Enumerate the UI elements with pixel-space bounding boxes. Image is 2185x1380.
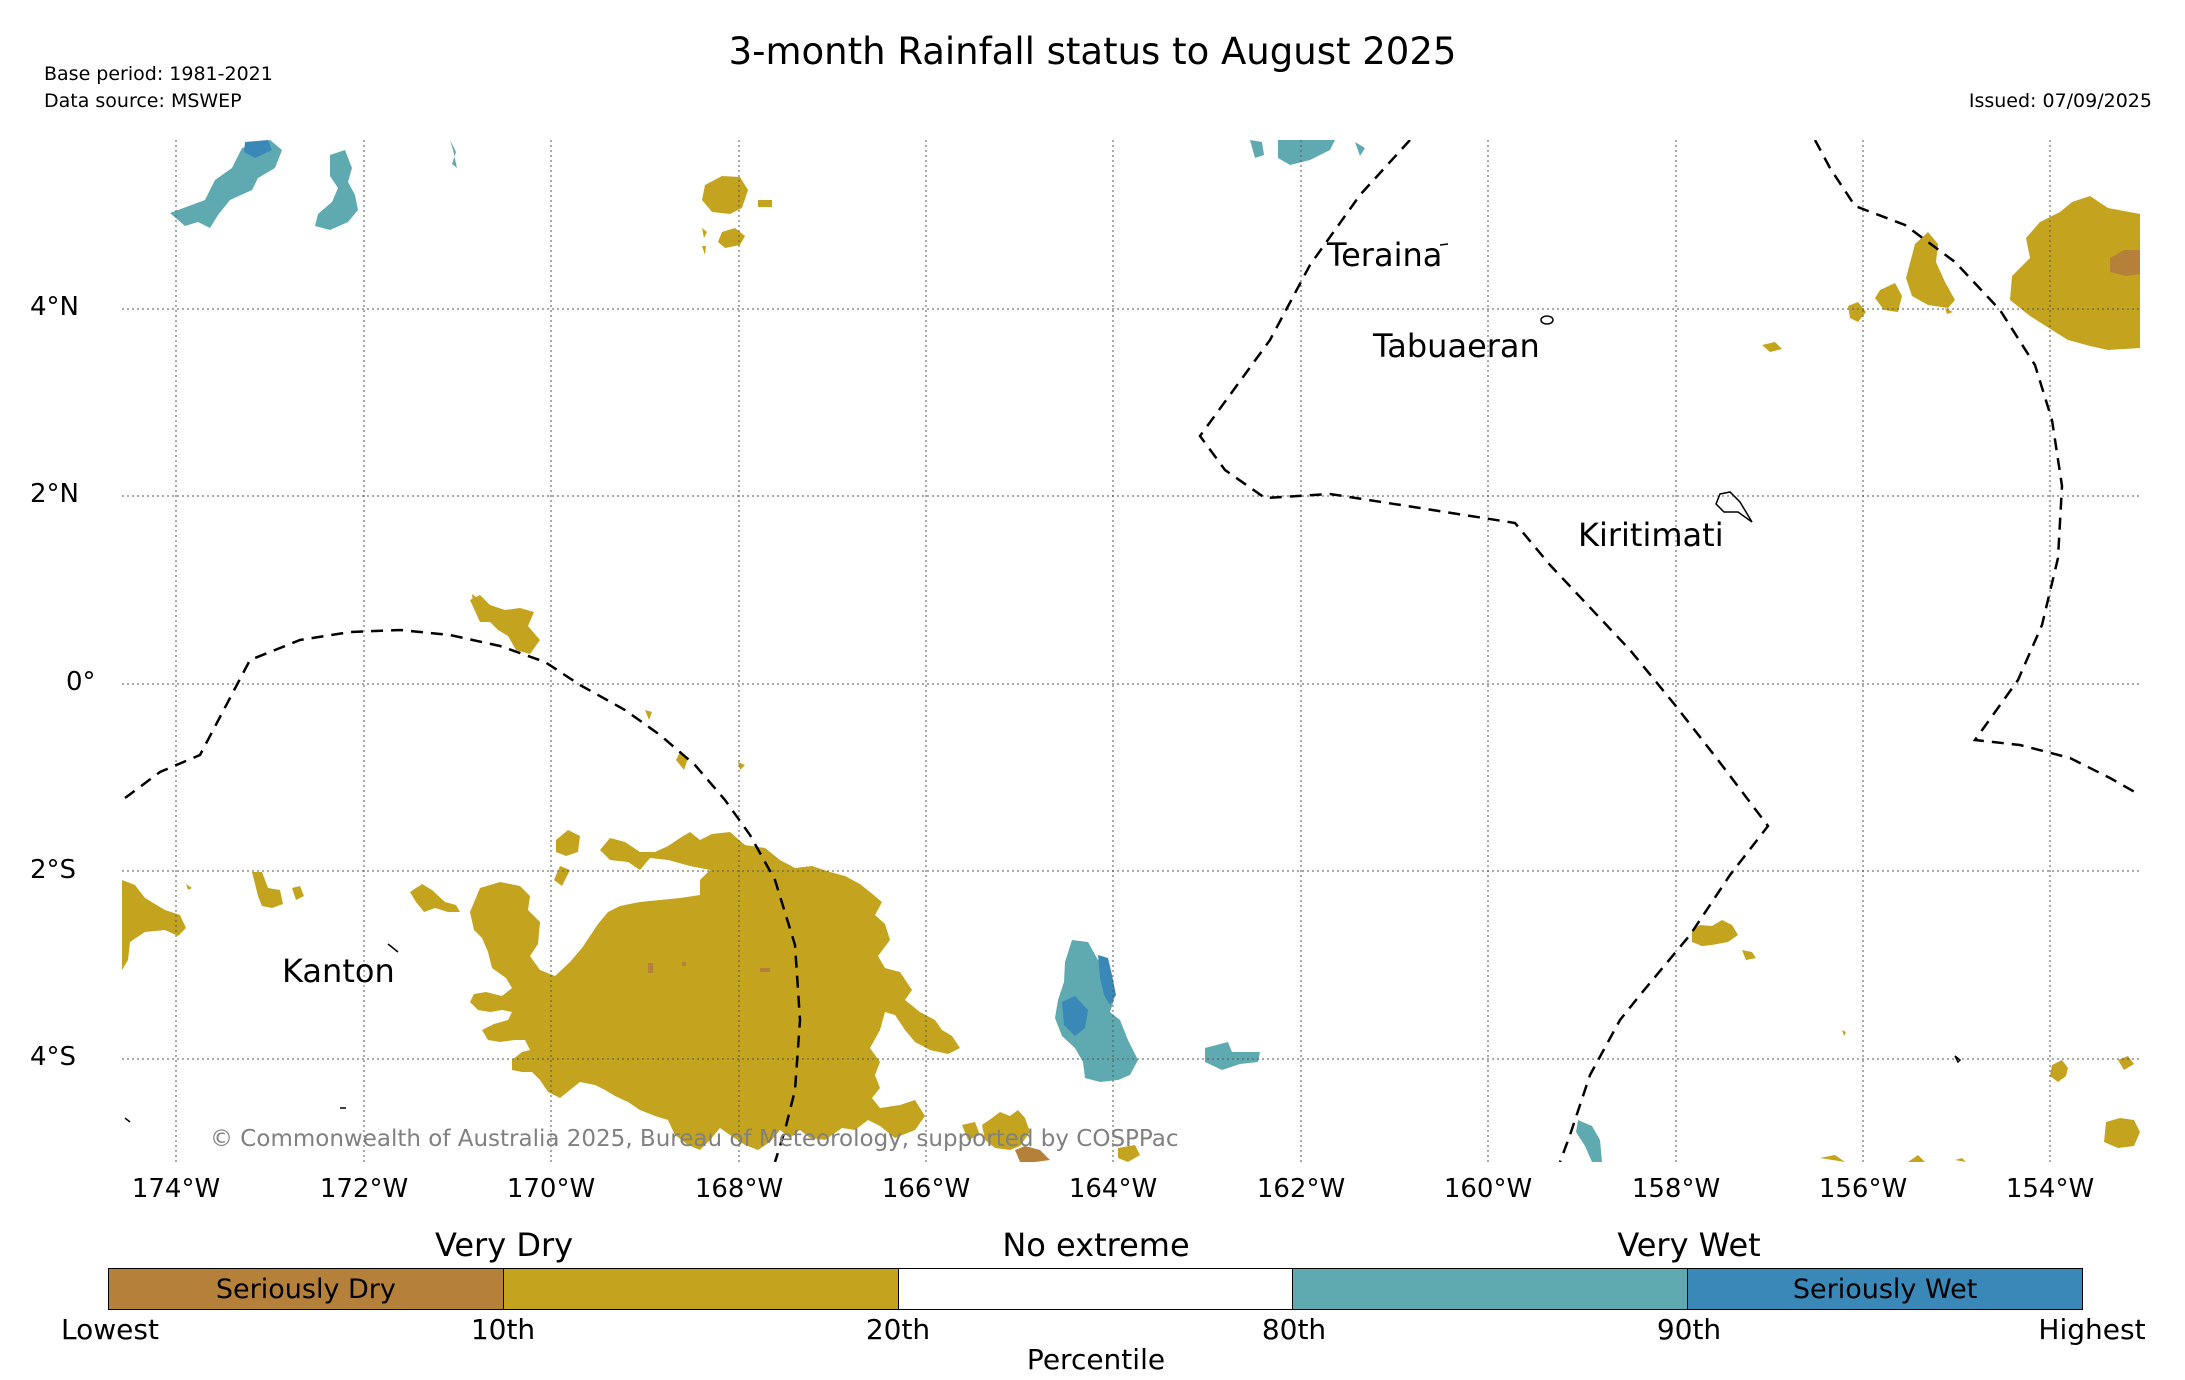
legend-segment-very-wet [1293, 1269, 1689, 1309]
legend-category-no-extreme: No extreme [1002, 1226, 1190, 1264]
lat-tick-2s: 2°S [30, 855, 77, 885]
lat-tick-2n: 2°N [30, 479, 79, 509]
seriously-wet-regions [244, 140, 1116, 1036]
map-grid [122, 140, 2140, 1162]
very-dry-regions [122, 176, 2140, 1162]
lon-tick-170w: 170°W [506, 1174, 596, 1204]
percentile-label-80th: 80th [1261, 1313, 1327, 1346]
lon-tick-160w: 160°W [1443, 1174, 1533, 1204]
place-label-teraina: Teraina [1327, 236, 1443, 274]
percentile-label-20th: 20th [865, 1313, 931, 1346]
percentile-label-highest: Highest [2038, 1313, 2146, 1346]
place-label-kiritimati: Kiritimati [1578, 516, 1724, 554]
lon-tick-174w: 174°W [131, 1174, 221, 1204]
place-label-kanton: Kanton [282, 952, 395, 990]
lon-tick-156w: 156°W [1818, 1174, 1908, 1204]
percentile-label-lowest: Lowest [61, 1313, 159, 1346]
base-period: Base period: 1981-2021 [44, 63, 273, 85]
legend-colorbar: Seriously Dry Seriously Wet [108, 1268, 2083, 1310]
legend-segment-seriously-dry: Seriously Dry [109, 1269, 504, 1309]
lat-tick-4s: 4°S [30, 1042, 77, 1072]
lat-tick-0: 0° [66, 667, 96, 697]
legend-segment-no-extreme [898, 1269, 1294, 1309]
map-title: 3-month Rainfall status to August 2025 [728, 30, 1457, 73]
lon-tick-154w: 154°W [2005, 1174, 2095, 1204]
lat-tick-4n: 4°N [30, 292, 79, 322]
data-source: Data source: MSWEP [44, 90, 242, 112]
lon-tick-164w: 164°W [1068, 1174, 1158, 1204]
legend-category-very-wet: Very Wet [1617, 1226, 1761, 1264]
percentile-label-90th: 90th [1656, 1313, 1722, 1346]
legend-segment-very-dry [503, 1269, 899, 1309]
lon-tick-172w: 172°W [319, 1174, 409, 1204]
copyright-notice: © Commonwealth of Australia 2025, Bureau… [210, 1126, 1179, 1152]
place-label-tabuaeran: Tabuaeran [1373, 327, 1540, 365]
eez-boundaries [124, 140, 2140, 1162]
lon-tick-162w: 162°W [1256, 1174, 1346, 1204]
issued-date: Issued: 07/09/2025 [1968, 90, 2152, 112]
percentile-label-10th: 10th [470, 1313, 536, 1346]
lon-tick-168w: 168°W [694, 1174, 784, 1204]
very-wet-regions [170, 140, 1602, 1162]
island-coastlines [124, 243, 1962, 1123]
legend-segment-seriously-wet: Seriously Wet [1688, 1269, 2082, 1309]
lon-tick-166w: 166°W [881, 1174, 971, 1204]
lon-tick-158w: 158°W [1631, 1174, 1721, 1204]
legend-category-very-dry: Very Dry [434, 1226, 574, 1264]
seriously-dry-regions [648, 250, 2140, 1162]
percentile-axis-label: Percentile [1026, 1343, 1166, 1376]
